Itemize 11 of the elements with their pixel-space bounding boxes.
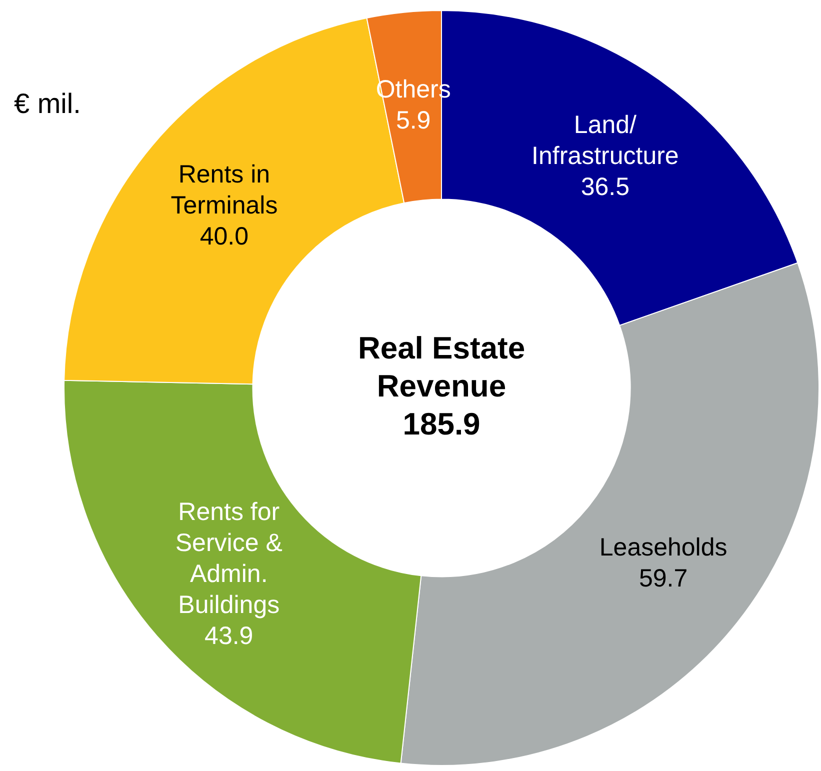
data-label: 5.9 [396,106,431,135]
text: € mil. [14,88,81,120]
data-label: 59.7 [638,564,688,592]
slice-label: Rents in Terminals [170,160,278,220]
data-label: 43.9 [204,622,254,650]
data-label: 40.0 [200,222,249,250]
slice-label: Land/ Infrastructure [532,110,679,170]
slice-label: Leaseholds [599,533,728,562]
slice-label: Rents for Service & Admin. Buildings [175,498,283,619]
data-label: 36.5 [580,172,630,201]
text: Real Estate Revenue 185.9 [358,330,526,442]
